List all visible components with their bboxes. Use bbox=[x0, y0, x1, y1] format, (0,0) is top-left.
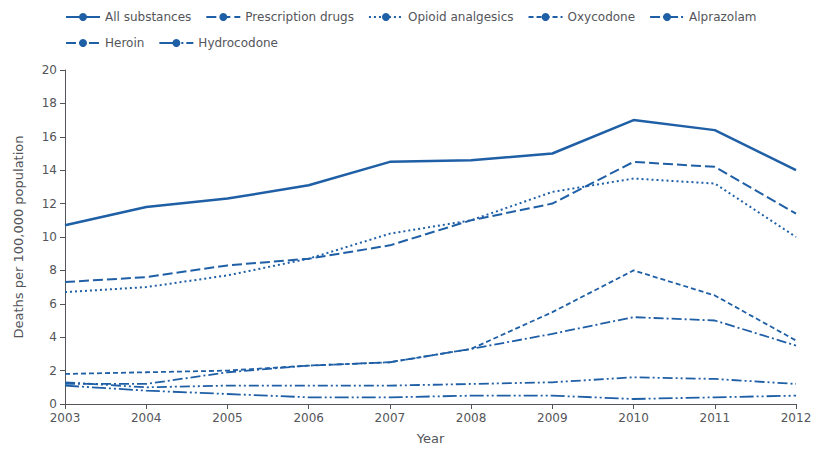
svg-text:8: 8 bbox=[49, 263, 57, 277]
svg-text:Alprazolam: Alprazolam bbox=[689, 10, 756, 24]
svg-text:14: 14 bbox=[42, 163, 57, 177]
svg-text:16: 16 bbox=[42, 130, 57, 144]
svg-text:12: 12 bbox=[42, 197, 57, 211]
svg-text:Heroin: Heroin bbox=[105, 36, 144, 50]
svg-text:Prescription drugs: Prescription drugs bbox=[245, 10, 354, 24]
svg-text:Oxycodone: Oxycodone bbox=[568, 10, 636, 24]
svg-text:Opioid analgesics: Opioid analgesics bbox=[408, 10, 514, 24]
svg-text:2010: 2010 bbox=[618, 411, 649, 425]
svg-text:Year: Year bbox=[416, 431, 445, 446]
svg-text:0: 0 bbox=[49, 397, 57, 411]
svg-text:2012: 2012 bbox=[781, 411, 812, 425]
svg-text:2006: 2006 bbox=[293, 411, 324, 425]
svg-text:2: 2 bbox=[49, 364, 57, 378]
svg-text:18: 18 bbox=[42, 96, 57, 110]
svg-text:20: 20 bbox=[42, 63, 57, 77]
svg-text:6: 6 bbox=[49, 297, 57, 311]
svg-text:4: 4 bbox=[49, 330, 57, 344]
svg-text:2011: 2011 bbox=[700, 411, 731, 425]
svg-text:Deaths per 100,000 population: Deaths per 100,000 population bbox=[11, 135, 26, 338]
svg-text:2005: 2005 bbox=[212, 411, 243, 425]
svg-text:Hydrocodone: Hydrocodone bbox=[198, 36, 278, 50]
svg-text:2004: 2004 bbox=[131, 411, 162, 425]
svg-text:2007: 2007 bbox=[375, 411, 406, 425]
svg-text:2008: 2008 bbox=[456, 411, 487, 425]
svg-text:2009: 2009 bbox=[537, 411, 568, 425]
svg-text:All substances: All substances bbox=[105, 10, 191, 24]
svg-text:2003: 2003 bbox=[50, 411, 81, 425]
svg-text:10: 10 bbox=[42, 230, 57, 244]
